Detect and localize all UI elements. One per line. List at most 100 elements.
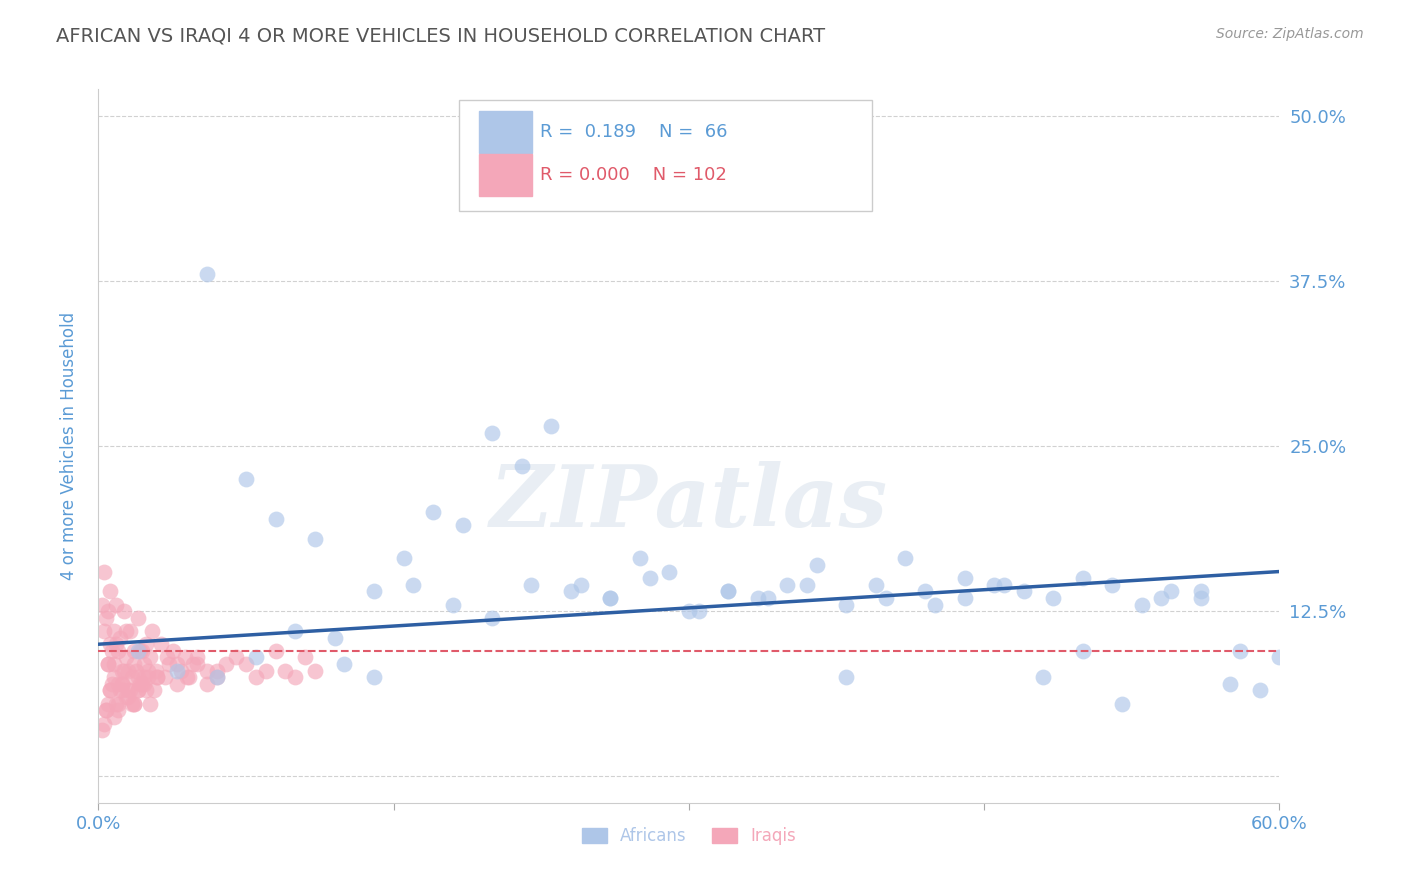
Point [141,624,163,638]
Point [146,670,169,684]
Point [363,584,385,599]
Point [162,644,184,658]
Point [304,664,326,678]
Point [131,677,153,691]
Point [245,670,267,684]
Point [540,419,562,434]
Point [174,650,197,665]
Point [97,657,120,671]
Point [284,670,307,684]
Point [177,670,200,684]
Point [569,578,592,592]
Point [166,657,188,671]
Point [121,670,143,684]
Point [107,644,129,658]
Point [98,683,121,698]
Point [156,650,179,665]
Point [105,598,128,612]
Point [111,677,134,691]
Point [107,703,129,717]
Point [181,657,204,671]
Point [145,664,167,678]
Point [91,723,114,738]
Point [101,644,124,658]
Point [127,683,149,698]
Point [264,644,287,658]
Text: ZIPatlas: ZIPatlas [489,461,889,545]
Point [127,644,149,658]
Point [333,657,356,671]
Point [186,657,208,671]
Point [98,683,121,698]
Point [1229,644,1251,658]
Point [96,703,118,717]
Point [117,664,139,678]
Point [103,624,125,638]
Point [135,637,157,651]
Point [225,650,247,665]
Point [128,677,150,691]
Point [835,598,858,612]
Point [953,571,976,585]
Point [118,683,141,698]
Point [1268,650,1291,665]
Point [91,598,114,612]
Point [481,425,503,440]
Point [93,565,115,579]
Point [363,670,385,684]
Point [422,505,444,519]
Point [323,631,346,645]
Point [245,650,267,665]
Point [96,703,118,717]
Point [195,664,218,678]
Point [756,591,779,605]
Point [111,683,134,698]
Point [628,551,651,566]
Point [136,670,159,684]
FancyBboxPatch shape [478,112,531,153]
FancyBboxPatch shape [458,100,872,211]
Point [717,584,740,599]
Point [1189,591,1212,605]
Point [125,664,148,678]
Point [111,664,134,678]
Point [1042,591,1064,605]
Text: AFRICAN VS IRAQI 4 OR MORE VEHICLES IN HOUSEHOLD CORRELATION CHART: AFRICAN VS IRAQI 4 OR MORE VEHICLES IN H… [56,27,825,45]
Point [155,670,177,684]
Point [205,670,228,684]
Point [117,690,139,704]
Point [560,584,582,599]
Point [112,604,135,618]
Point [205,664,228,678]
Point [776,578,799,592]
Point [195,677,218,691]
Point [914,584,936,599]
Point [128,644,150,658]
Point [138,650,160,665]
Point [717,584,740,599]
Text: R = 0.000    N = 102: R = 0.000 N = 102 [540,166,727,184]
Point [170,664,193,678]
Point [1219,677,1241,691]
Point [294,650,316,665]
Point [142,683,165,698]
Point [599,591,621,605]
Point [103,657,125,671]
Point [304,532,326,546]
Point [186,650,208,665]
Point [215,657,238,671]
Point [122,644,145,658]
Point [122,657,145,671]
Point [115,650,138,665]
Point [138,697,160,711]
Point [97,697,120,711]
Point [993,578,1015,592]
Point [638,571,661,585]
Point [107,677,129,691]
Point [97,604,120,618]
Point [205,670,228,684]
Point [127,683,149,698]
Point [520,578,543,592]
Point [1150,591,1173,605]
Point [98,637,121,651]
